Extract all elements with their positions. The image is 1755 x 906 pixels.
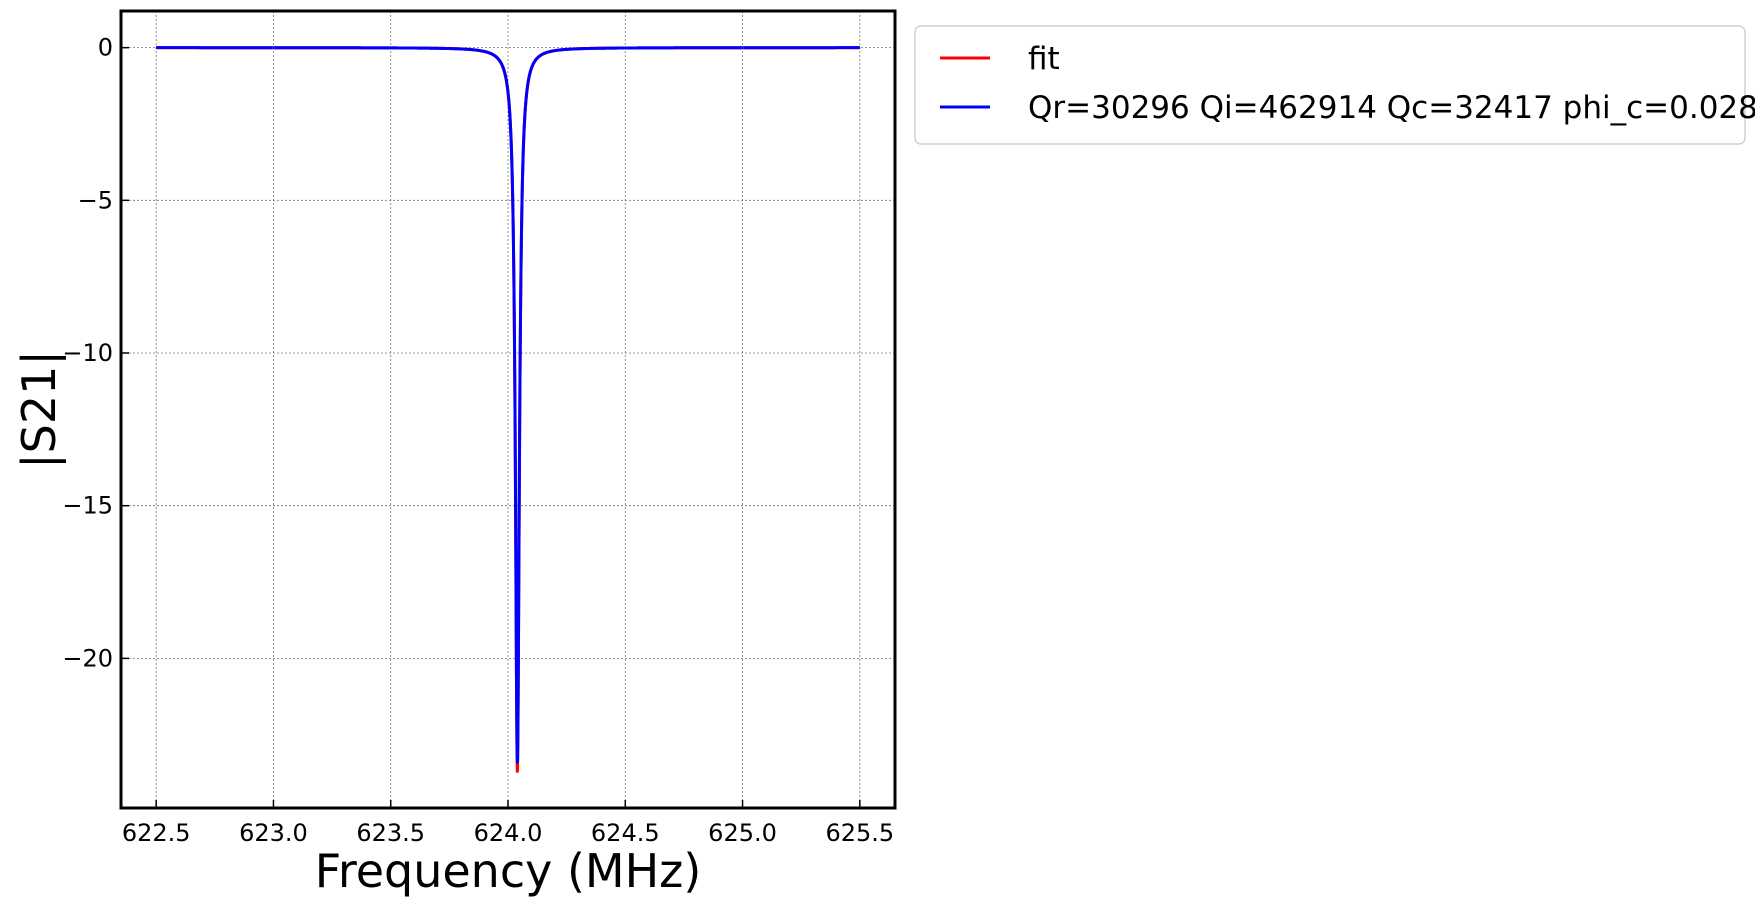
x-tick-label: 623.0 (239, 819, 308, 847)
legend-label-1: Qr=30296 Qi=462914 Qc=32417 phi_c=0.028 (1028, 90, 1755, 126)
x-tick-label: 625.0 (708, 819, 777, 847)
x-tick-label: 624.5 (591, 819, 660, 847)
y-tick-label: −20 (62, 644, 113, 672)
legend: fit Qr=30296 Qi=462914 Qc=32417 phi_c=0.0… (914, 25, 1755, 145)
ticks: 622.5 623.0 623.5 624.0 624.5 625.0 625.5 0 −5 −1… (62, 34, 894, 847)
series-line-1 (154, 46, 862, 764)
y-axis-label: |S21| (12, 350, 67, 469)
grid (121, 11, 895, 808)
plot-frame (119, 9, 897, 810)
legend-label-0: fit (1028, 41, 1060, 77)
x-tick-label: 624.0 (474, 819, 543, 847)
x-tick-label: 623.5 (356, 819, 425, 847)
y-tick-label: −10 (62, 339, 113, 367)
series-layer (154, 46, 862, 773)
legend-box (914, 25, 1746, 145)
y-tick-label: −5 (78, 186, 113, 214)
x-axis-label: Frequency (MHz) (315, 844, 702, 898)
x-tick-label: 622.5 (122, 819, 191, 847)
x-tick-label: 625.5 (825, 819, 894, 847)
y-tick-label: −15 (62, 492, 113, 520)
y-tick-label: 0 (98, 34, 113, 62)
